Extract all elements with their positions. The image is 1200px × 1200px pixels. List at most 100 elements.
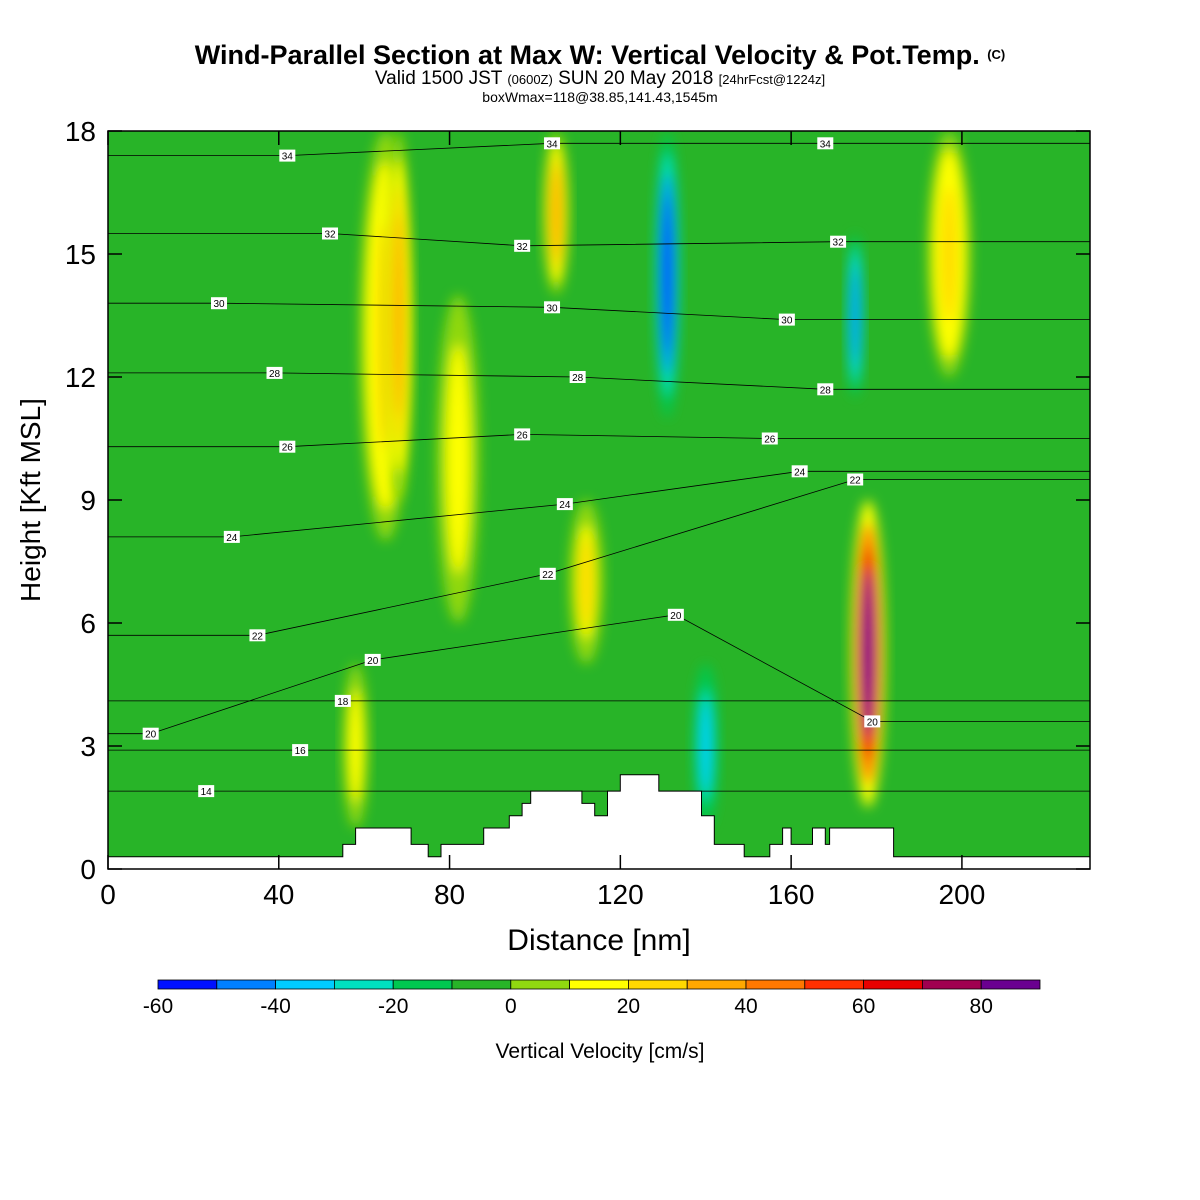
velocity-cell [385,131,412,500]
isentrope-label: 20 [667,608,684,622]
colorbar-swatch [216,979,277,990]
colorbar-swatch [157,979,218,990]
colorbar-tick-label: -60 [143,995,173,1018]
y-axis-label: Height [Kft MSL] [15,398,46,602]
y-tick-label: 12 [65,362,96,393]
isentrope-label-text: 22 [850,476,862,487]
isentrope-label-text: 26 [282,443,294,454]
colorbar-swatch [628,979,688,990]
colorbar: -60 -40 -20 0 20 40 60 80 [143,979,1041,1018]
x-tick-label: 0 [100,879,116,910]
isentrope-label: 26 [761,432,778,446]
velocity-contour [941,186,957,322]
colorbar-swatch [686,979,747,990]
velocity-contour [450,368,466,550]
colorbar-tick-label: 80 [970,995,993,1018]
valid-date: SUN 20 May 2018 [558,68,714,89]
velocity-contour [862,569,874,739]
isentrope-label-text: 30 [546,303,558,314]
velocity-cell [927,131,971,377]
colorbar-swatch [275,979,335,990]
isentrope-label: 30 [544,301,561,314]
isentrope-label-text: 34 [820,139,832,150]
isentrope-label-text: 30 [781,316,793,327]
velocity-contour [852,270,859,361]
x-axis: 0 40 80 120 160 200 [100,131,985,910]
isentrope-label-text: 24 [226,533,238,544]
isentrope-label: 26 [514,428,531,441]
colorbar-swatch [863,979,923,990]
colorbar-swatch [980,979,1041,990]
colorbar-tick-label: 0 [505,995,517,1018]
isentrope-label-text: 30 [213,299,225,310]
y-tick-label: 18 [65,116,96,147]
x-tick-label: 80 [434,879,465,910]
colorbar-swatch [510,979,570,990]
isentrope-label-text: 26 [517,430,529,441]
isentrope-label-text: 34 [546,139,558,150]
isentrope-label: 28 [266,366,283,380]
isentrope-label-text: 20 [867,717,879,728]
isentrope-label-text: 28 [572,373,584,384]
velocity-cell [436,295,480,623]
isentrope-label-text: 26 [764,435,776,446]
velocity-contour [580,536,592,628]
isentrope-label-text: 28 [269,369,281,380]
isentrope-label: 20 [142,727,159,741]
isentrope-label-text: 24 [559,500,571,511]
colorbar-tick-label: -40 [260,995,290,1018]
isentrope-label: 30 [211,297,228,310]
isentrope-label-text: 22 [252,631,264,642]
isentrope-label-text: 24 [794,467,806,478]
y-tick-label: 3 [80,731,96,762]
isentrope-label: 32 [322,227,339,241]
isentrope-label-text: 20 [670,611,682,622]
isentrope-label-text: 32 [833,238,845,249]
terrain [108,774,1090,869]
isentrope-label: 18 [334,694,351,708]
isentrope-label: 22 [847,473,864,487]
velocity-cell [850,500,886,808]
velocity-contour [662,195,672,354]
y-axis: 0 3 6 9 12 15 18 [65,116,1090,885]
x-tick-label: 120 [597,879,644,910]
valid-prefix: Valid 1500 JST [374,68,503,89]
isentrope-label: 16 [292,744,309,757]
velocity-cell [543,131,570,295]
isentrope-label-text: 22 [542,570,554,581]
chart-title: Wind-Parallel Section at Max W: Vertical… [0,40,1200,70]
valid-zulu: (0600Z) [507,72,553,87]
isentrope-label-text: 34 [282,152,294,163]
isentrope-label: 34 [544,137,561,150]
isentrope-label: 22 [539,567,556,581]
boxwmax-info: boxWmax=118@38.85,141.43,1545m [482,89,718,105]
isentrope-label-text: 20 [145,730,157,741]
velocity-contour [551,167,561,259]
colorbar-swatch [804,979,864,990]
colorbar-swatch [333,979,394,990]
x-tick-label: 160 [768,879,815,910]
velocity-field [342,131,971,828]
colorbar-swatch [745,979,806,990]
forecast-info: [24hrFcst@1224z] [718,72,826,87]
colorbar-swatch [569,979,629,990]
isentrope-label: 34 [817,137,834,150]
colorbar-tick-label: 20 [617,995,640,1018]
isentrope-label-text: 20 [367,656,379,667]
isentrope-label: 20 [364,653,381,667]
velocity-contour [701,700,711,792]
isentrope-label: 32 [514,239,531,253]
isentrope-label: 32 [830,235,847,249]
isentrope-label: 34 [279,149,296,163]
velocity-cell [846,233,864,398]
isentrope-label: 20 [864,715,881,728]
colorbar-tick-label: 60 [852,995,875,1018]
valid-time: Valid 1500 JST (0600Z) SUN 20 May 2018 [… [0,68,1200,89]
isentrope-label-text: 28 [820,385,832,396]
isentrope-label: 28 [569,371,586,384]
velocity-cell [342,664,369,828]
colorbar-swatch [392,979,453,990]
isentrope-label-text: 32 [324,230,336,241]
chart-title-text: Wind-Parallel Section at Max W: Vertical… [194,40,980,70]
